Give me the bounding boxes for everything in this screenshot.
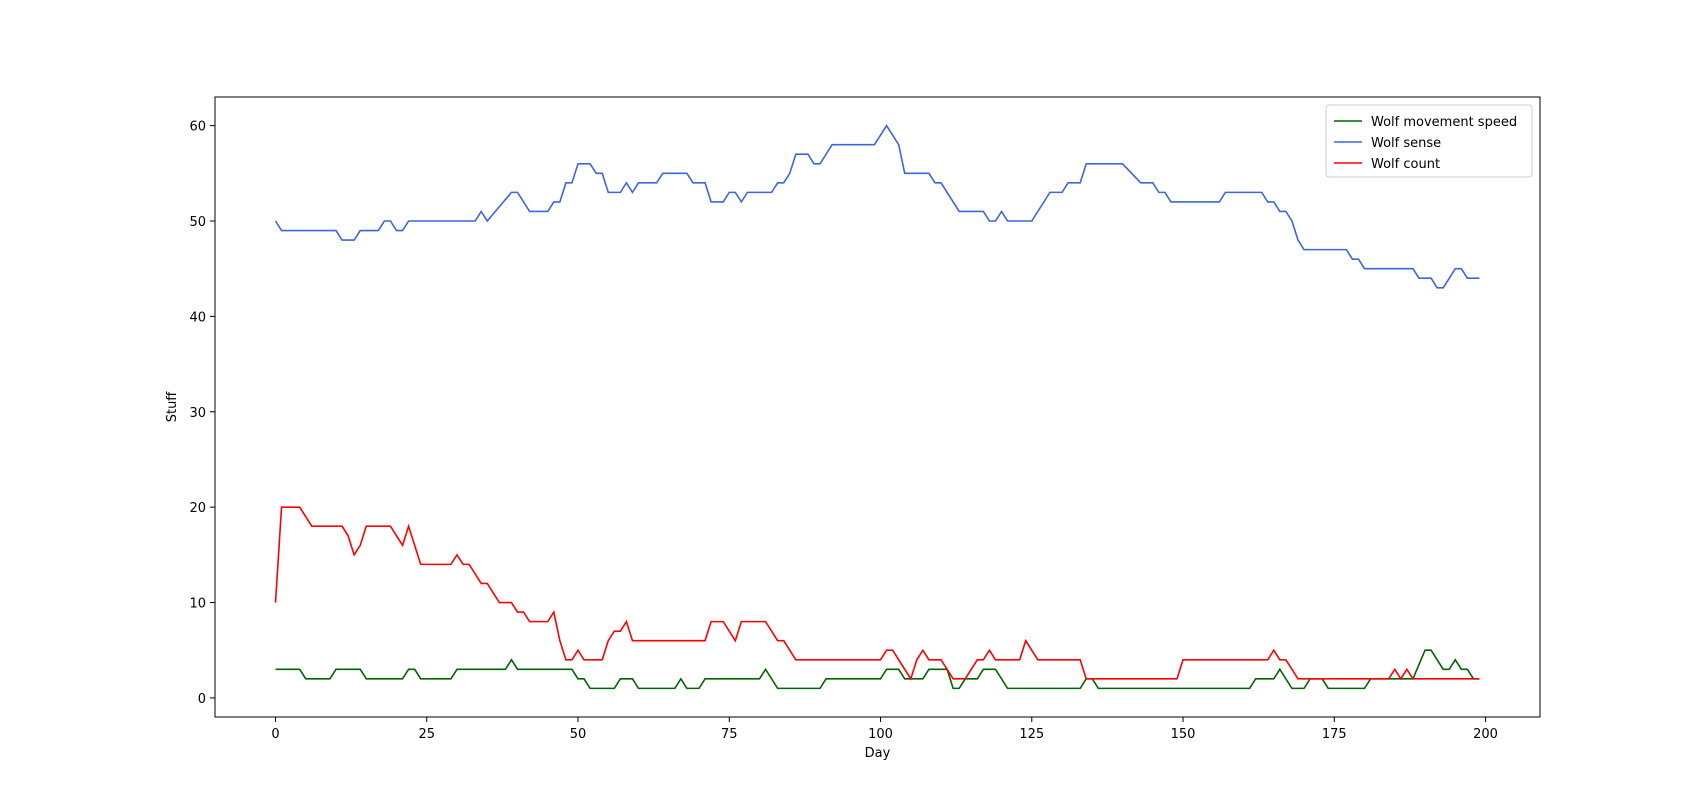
legend-box xyxy=(1325,104,1533,178)
plot-frame xyxy=(214,96,1541,718)
x-tick-label: 50 xyxy=(570,727,587,742)
y-tick-label: 50 xyxy=(189,215,206,230)
x-tick-label: 0 xyxy=(271,727,279,742)
legend-entry: Wolf count xyxy=(1371,157,1440,172)
x-tick-label: 25 xyxy=(418,727,435,742)
x-axis-label: Day xyxy=(865,746,891,761)
x-tick-label: 125 xyxy=(1019,727,1044,742)
y-tick-label: 60 xyxy=(189,120,206,135)
series-line-wolf-count xyxy=(274,506,1480,681)
x-tick-label: 100 xyxy=(868,727,893,742)
y-tick-label: 30 xyxy=(189,406,206,421)
series-layer xyxy=(274,124,1480,690)
series-line-wolf-sense xyxy=(274,124,1480,289)
x-tick-label: 200 xyxy=(1473,727,1498,742)
y-axis: 0 10 20 30 40 50 60 xyxy=(189,120,215,707)
legend: Wolf movement speed Wolf sense Wolf count xyxy=(1325,104,1533,178)
x-tick-label: 175 xyxy=(1322,727,1347,742)
y-axis-label: Stuff xyxy=(165,391,180,423)
x-tick-label: 150 xyxy=(1171,727,1196,742)
legend-entry: Wolf movement speed xyxy=(1371,115,1517,130)
y-tick-label: 10 xyxy=(189,597,206,612)
x-tick-label: 75 xyxy=(721,727,738,742)
y-tick-label: 20 xyxy=(189,501,206,516)
y-tick-label: 40 xyxy=(189,310,206,325)
x-axis: 0 25 50 75 100 125 150 175 200 xyxy=(271,717,1498,742)
legend-entry: Wolf sense xyxy=(1371,136,1441,151)
series-line-wolf-movement-speed xyxy=(275,649,1480,690)
y-tick-label: 0 xyxy=(198,692,206,707)
